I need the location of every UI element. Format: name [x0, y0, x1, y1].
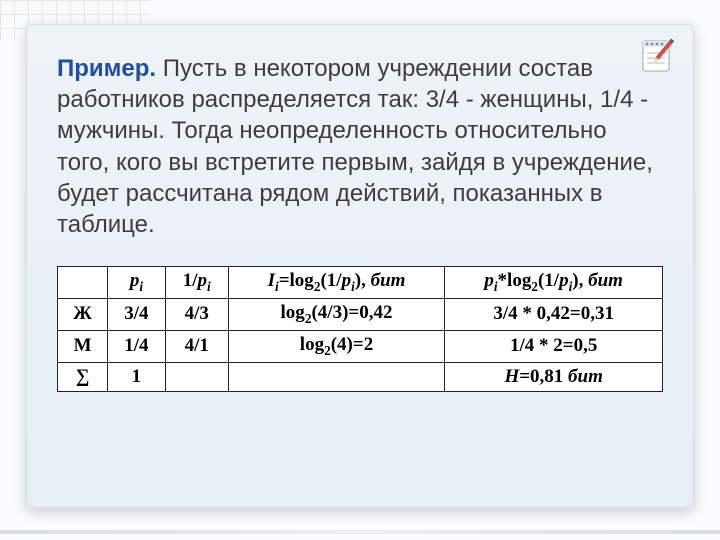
cell [165, 362, 228, 391]
row-label: ∑ [58, 362, 108, 391]
cell: 1/4 [108, 330, 166, 362]
cell: H=0,81 бит [445, 362, 663, 391]
example-body: Пусть в некотором учреждении состав рабо… [57, 55, 653, 238]
example-paragraph: Пример. Пусть в некотором учреждении сос… [57, 53, 663, 240]
cell: 3/4 * 0,42=0,31 [445, 298, 663, 330]
col-inv-pi: 1/pi [165, 267, 228, 299]
cell: log2(4/3)=0,42 [228, 298, 445, 330]
row-label: Ж [58, 298, 108, 330]
cell: log2(4)=2 [228, 330, 445, 362]
cell: 4/1 [165, 330, 228, 362]
table-row: М 1/4 4/1 log2(4)=2 1/4 * 2=0,5 [58, 330, 663, 362]
col-pi: pi [108, 267, 166, 299]
cell: 3/4 [108, 298, 166, 330]
cell: 1/4 * 2=0,5 [445, 330, 663, 362]
decorative-footer-line [0, 530, 720, 534]
cell [228, 362, 445, 391]
table-row: Ж 3/4 4/3 log2(4/3)=0,42 3/4 * 0,42=0,31 [58, 298, 663, 330]
table-header-row: pi 1/pi Ii=log2(1/pi), бит pi*log2(1/pi)… [58, 267, 663, 299]
notepad-icon [635, 35, 679, 79]
col-Ii: Ii=log2(1/pi), бит [228, 267, 445, 299]
content-card: Пример. Пусть в некотором учреждении сос… [26, 24, 694, 508]
cell: 4/3 [165, 298, 228, 330]
entropy-table: pi 1/pi Ii=log2(1/pi), бит pi*log2(1/pi)… [57, 266, 663, 391]
col-pi-log: pi*log2(1/pi), бит [445, 267, 663, 299]
example-lead: Пример. [57, 55, 156, 82]
col-label [58, 267, 108, 299]
table-row: ∑ 1 H=0,81 бит [58, 362, 663, 391]
row-label: М [58, 330, 108, 362]
cell: 1 [108, 362, 166, 391]
